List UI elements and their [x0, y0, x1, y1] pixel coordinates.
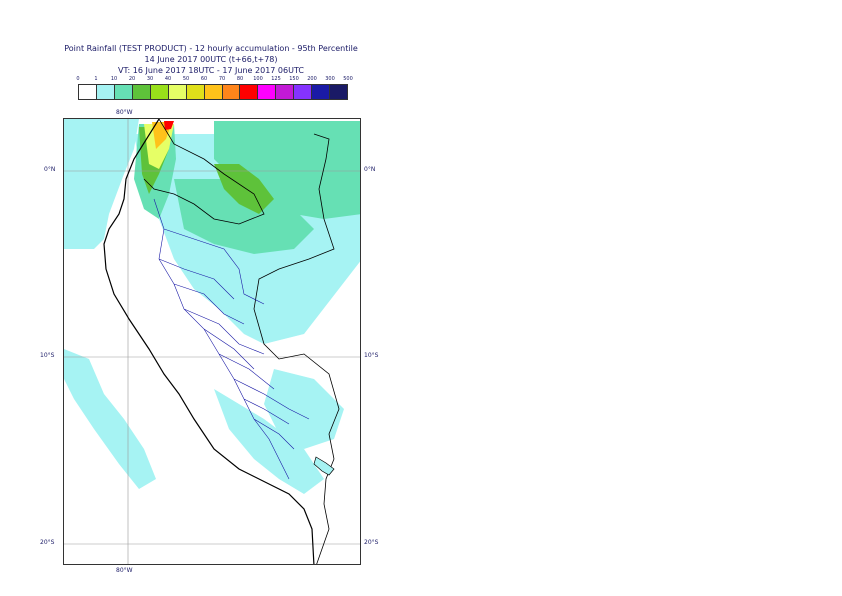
border-ecuador — [143, 119, 265, 225]
rain-land-south — [214, 389, 324, 494]
legend-label: 1 — [94, 76, 98, 82]
legend-bar — [78, 84, 348, 100]
legend-swatch — [204, 85, 223, 99]
legend-swatch — [276, 85, 295, 99]
color-legend: 0 1 10 20 30 40 50 60 70 80 100 125 150 200 300 500 — [76, 76, 353, 100]
legend-swatch — [222, 85, 241, 99]
legend-label: 100 — [253, 76, 263, 82]
rain-green-north — [214, 121, 360, 219]
lat-label-left-10s: 10°S — [40, 352, 55, 359]
rainfall-map — [64, 119, 360, 564]
rain-mid-green — [214, 164, 274, 214]
map-title: Point Rainfall (TEST PRODUCT) - 12 hourl… — [64, 44, 358, 53]
coastline — [103, 119, 315, 564]
lat-label-left-0: 0°N — [44, 166, 56, 173]
legend-label: 0 — [76, 76, 80, 82]
legend-swatch — [294, 85, 313, 99]
legend-swatch — [312, 85, 331, 99]
legend-swatch — [79, 85, 97, 99]
legend-swatch — [330, 85, 348, 99]
legend-label: 50 — [182, 76, 190, 82]
legend-swatch — [240, 85, 259, 99]
regions-peru — [153, 198, 310, 480]
legend-swatch — [132, 85, 151, 99]
legend-swatch — [168, 85, 187, 99]
border-brazil — [253, 133, 340, 460]
rain-ocean-north — [64, 119, 139, 249]
run-time: 14 June 2017 00UTC (t+66,t+78) — [144, 55, 278, 64]
valid-time: VT: 16 June 2017 18UTC - 17 June 2017 06… — [118, 66, 304, 75]
rain-land-east — [264, 369, 344, 449]
legend-label: 70 — [218, 76, 226, 82]
map-panel — [63, 118, 361, 565]
lat-label-right-20s: 20°S — [364, 539, 379, 546]
rain-green-belt — [174, 179, 314, 254]
legend-label: 200 — [307, 76, 317, 82]
legend-labels: 0 1 10 20 30 40 50 60 70 80 100 125 150 200 300 500 — [76, 76, 352, 84]
rain-ocean-southwest — [64, 349, 156, 489]
legend-label: 125 — [271, 76, 281, 82]
legend-label: 60 — [200, 76, 208, 82]
legend-label: 20 — [128, 76, 136, 82]
legend-swatch — [150, 85, 169, 99]
legend-label: 80 — [236, 76, 244, 82]
lat-label-left-20s: 20°S — [40, 539, 55, 546]
lon-label-bottom: 80°W — [116, 567, 133, 574]
legend-label: 30 — [146, 76, 154, 82]
lat-label-right-10s: 10°S — [364, 352, 379, 359]
rain-red — [164, 121, 174, 130]
legend-swatch — [186, 85, 205, 99]
lon-label-top: 80°W — [116, 109, 133, 116]
legend-label: 300 — [325, 76, 335, 82]
lat-label-right-0: 0°N — [364, 166, 376, 173]
legend-label: 10 — [110, 76, 118, 82]
legend-swatch — [96, 85, 115, 99]
legend-swatch — [258, 85, 277, 99]
lake-titicaca — [313, 456, 335, 476]
legend-swatch — [114, 85, 133, 99]
legend-label: 500 — [343, 76, 353, 82]
legend-label: 40 — [164, 76, 172, 82]
legend-label: 150 — [289, 76, 299, 82]
